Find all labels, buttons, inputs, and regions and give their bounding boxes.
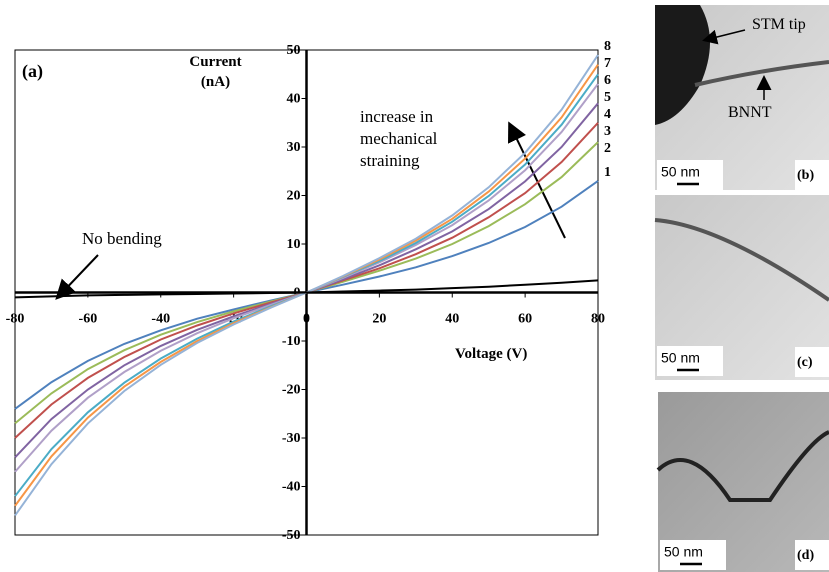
y-tick-label: 40	[287, 92, 301, 107]
image-note: STM tip	[752, 16, 806, 33]
arrow	[702, 29, 746, 45]
x-tick-label: 40	[445, 312, 459, 327]
nanotube	[694, 60, 829, 87]
y-tick-label: -50	[282, 528, 301, 543]
series-label: 1	[604, 165, 611, 180]
label-box	[795, 540, 829, 570]
y-tick-label: 50	[287, 43, 301, 58]
tem-panels	[654, 5, 829, 572]
series-label: 2	[604, 141, 611, 156]
scale-label: 50 nm	[664, 544, 703, 560]
panel-label: (b)	[797, 168, 814, 183]
series-annotation: No bending	[82, 229, 162, 248]
x-axis-title: Voltage (V)	[455, 346, 528, 362]
series-label: 6	[604, 73, 611, 88]
y-axis-title: Current (nA)	[189, 54, 242, 90]
y-tick-label: 20	[287, 189, 301, 204]
y-tick-label: 30	[287, 140, 301, 155]
x-tick-label: 60	[518, 312, 532, 327]
label-box	[795, 160, 829, 190]
nanotube	[654, 218, 829, 302]
x-tick-label: 20	[372, 312, 386, 327]
series-label: 3	[604, 124, 611, 139]
series-label: 5	[604, 90, 611, 105]
panel-label: (d)	[797, 548, 814, 563]
x-tick-label: 0	[303, 312, 310, 327]
x-tick-label: -60	[79, 312, 98, 327]
scale-label: 50 nm	[661, 164, 700, 180]
series-label: 8	[604, 39, 611, 54]
y-tick-label: -20	[282, 383, 301, 398]
series-line	[14, 279, 599, 299]
no-bending-arrow	[55, 254, 99, 300]
y-tick-label: 10	[287, 237, 301, 252]
stm-tip	[655, 5, 710, 125]
series-label: 4	[604, 107, 611, 122]
y-tick-label: -10	[282, 334, 301, 349]
x-tick-label: -80	[6, 312, 25, 327]
y-tick-label: -30	[282, 431, 301, 446]
scale-label: 50 nm	[661, 350, 700, 366]
series-label: 7	[604, 56, 611, 71]
nanotube	[656, 430, 829, 502]
panel-label: (a)	[22, 61, 43, 81]
x-tick-label: -40	[151, 312, 170, 327]
y-tick-label: -40	[282, 480, 301, 495]
label-box	[795, 347, 829, 377]
image-note: BNNT	[728, 104, 772, 121]
x-tick-label: 80	[591, 312, 605, 327]
annotation: increase in mechanical straining	[360, 107, 438, 170]
panel-label: (c)	[797, 355, 813, 370]
